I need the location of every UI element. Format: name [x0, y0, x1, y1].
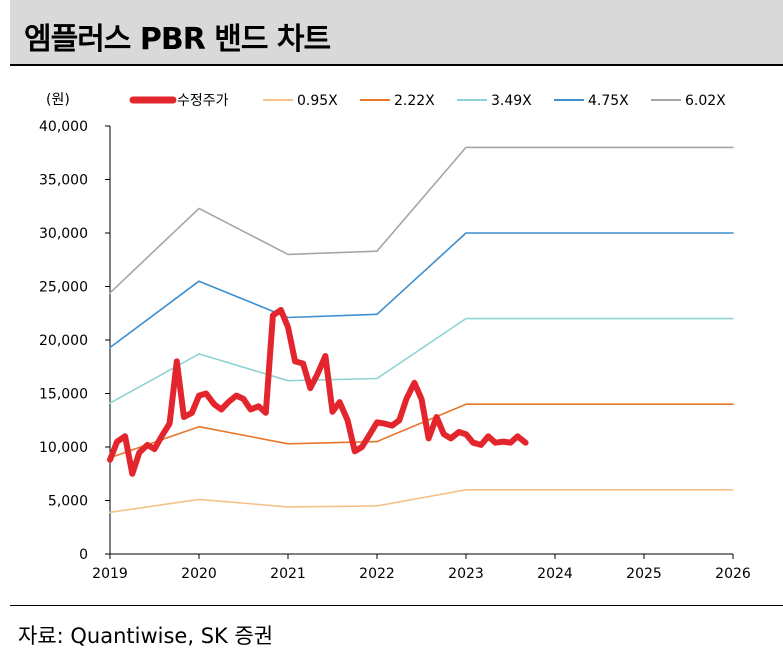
legend-label: 2.22X [394, 93, 435, 109]
chart-area: 0 5,000 10,000 15,000 20,000 25,000 30,000 35,0… [0, 66, 783, 606]
y-tick-label: 35,000 [39, 173, 88, 189]
series-group [107, 146, 734, 514]
x-tick-label: 2024 [537, 566, 573, 582]
x-tick-label: 2026 [715, 566, 751, 582]
title-bar: 엠플러스 PBR 밴드 차트 [10, 0, 783, 66]
x-tick-label: 2019 [92, 566, 128, 582]
pbr-band-chart: 0 5,000 10,000 15,000 20,000 25,000 30,000 35,0… [39, 92, 751, 582]
series-line-3.49X [109, 317, 734, 404]
x-tick-label: 2025 [626, 566, 662, 582]
y-unit-label: (원) [46, 92, 70, 108]
series-line-수정주가 [107, 307, 529, 477]
bottom-divider [10, 605, 783, 606]
series-line-4.75X [109, 232, 734, 349]
x-tick-label: 2022 [359, 566, 395, 582]
legend-label: 0.95X [297, 93, 338, 109]
legend-label: 수정주가 [177, 93, 229, 109]
legend-label: 3.49X [491, 93, 532, 109]
legend-label: 6.02X [685, 93, 726, 109]
y-tick-label: 20,000 [39, 333, 88, 349]
y-tick-label: 30,000 [39, 226, 88, 242]
x-tick-label: 2021 [270, 566, 306, 582]
axes-group [105, 125, 734, 559]
x-tick-label: 2023 [448, 566, 484, 582]
x-tick-label: 2020 [181, 566, 217, 582]
series-line-0.95X [109, 488, 734, 514]
y-tick-label: 5,000 [48, 494, 88, 510]
page-title: 엠플러스 PBR 밴드 차트 [24, 22, 331, 57]
y-tick-label: 25,000 [39, 280, 88, 296]
y-tick-label: 15,000 [39, 387, 88, 403]
legend-group: 수정주가 0.95X 2.22X 3.49X 4.75X 6.02X [129, 93, 726, 109]
source-note: 자료: Quantiwise, SK 증권 [18, 624, 274, 648]
y-tick-label: 40,000 [39, 119, 88, 135]
series-line-6.02X [109, 146, 734, 294]
tick-labels-group: 0 5,000 10,000 15,000 20,000 25,000 30,000 35,0… [39, 119, 751, 582]
y-tick-label: 0 [79, 547, 88, 563]
legend-label: 4.75X [588, 93, 629, 109]
y-tick-label: 10,000 [39, 440, 88, 456]
series-line-2.22X [109, 403, 734, 459]
